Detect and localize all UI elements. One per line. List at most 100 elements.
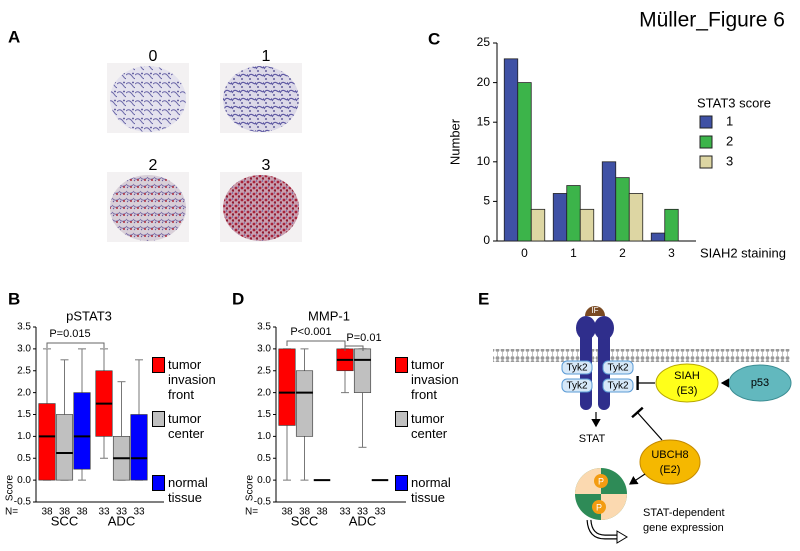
panel-a: 0 1 2 3	[107, 48, 302, 242]
legend-swatch	[395, 411, 408, 427]
phospho-label: P	[596, 502, 602, 512]
n-label: N=	[245, 507, 258, 518]
bracket	[46, 342, 105, 348]
y-tick-label: 20	[477, 75, 491, 89]
ligand-label: IF	[591, 306, 598, 315]
bar	[601, 161, 617, 242]
panel-label: E	[478, 289, 489, 308]
figure-title: Müller_Figure 6	[639, 9, 785, 32]
n-value: 38	[299, 507, 311, 518]
n-value: 38	[41, 507, 53, 518]
x-tick-label: ADC	[349, 513, 376, 528]
x-tick-label: 2	[619, 246, 626, 260]
n-label: N=	[5, 507, 18, 518]
kinase-label: Tyk2	[566, 363, 588, 374]
x-tick-label: 0	[521, 246, 528, 260]
y-tick-label: 3.5	[17, 322, 31, 333]
bracket	[344, 345, 364, 351]
phospho-label: P	[598, 476, 604, 486]
box	[38, 403, 56, 481]
y-tick-label: 1.5	[257, 409, 271, 420]
stat-part	[575, 468, 601, 494]
box	[295, 370, 314, 437]
n-value: 38	[59, 507, 71, 518]
siah-node	[655, 363, 719, 403]
kinase	[602, 378, 634, 393]
legend-swatch	[699, 135, 713, 149]
y-tick-label: 25	[477, 35, 491, 49]
kinase-label: Tyk2	[607, 381, 629, 392]
n-value: 38	[281, 507, 293, 518]
legend-label: tumor invasion front	[411, 357, 459, 402]
y-tick-label: 0.5	[257, 453, 271, 464]
n-value: 38	[316, 507, 328, 518]
legend-label: normal tissue	[168, 475, 208, 505]
bar	[566, 185, 581, 242]
n-value: 38	[76, 507, 88, 518]
receptor-head	[576, 316, 596, 340]
n-value: 33	[98, 507, 110, 518]
ligand	[585, 306, 605, 316]
y-tick-label: -0.5	[254, 497, 272, 508]
y-tick-label: 2.0	[17, 387, 31, 398]
bar	[650, 232, 666, 242]
legend-label: 1	[726, 113, 733, 128]
y-axis-label: Number	[447, 118, 462, 165]
legend-swatch	[699, 155, 713, 169]
kinase-label: Tyk2	[607, 363, 629, 374]
node-label: UBCH8	[651, 449, 688, 461]
kinase-label: Tyk2	[566, 381, 588, 392]
receptor-head	[594, 316, 614, 340]
node-label: SIAH	[674, 370, 700, 382]
y-tick-label: 2.0	[257, 387, 271, 398]
node-label: (E3)	[677, 385, 698, 397]
panel-label: A	[8, 27, 20, 46]
box	[278, 348, 296, 426]
x-axis-label: SIAH2 staining	[700, 245, 786, 260]
kinase	[561, 378, 593, 393]
y-tick-label: 10	[477, 154, 491, 168]
output-arrow-head	[616, 530, 628, 544]
y-axis-label: Score	[245, 475, 256, 502]
legend-label: tumor center	[411, 411, 448, 441]
legend-swatch	[152, 475, 165, 491]
output-arrow	[587, 519, 618, 539]
legend-label: normal tissue	[411, 475, 451, 505]
output-label: gene expression	[643, 522, 724, 534]
legend-swatch	[152, 411, 165, 427]
phospho	[594, 474, 608, 488]
box	[353, 348, 372, 393]
tissue-core	[110, 175, 186, 241]
y-tick-label: 0	[483, 233, 490, 247]
arrow	[629, 473, 646, 485]
n-value: 33	[339, 507, 351, 518]
y-tick-label: 1.5	[17, 409, 31, 420]
y-tick-label: 3.5	[257, 322, 271, 333]
n-value: 33	[374, 507, 386, 518]
annotation: P=0.01	[346, 332, 381, 344]
tissue-core	[110, 66, 186, 132]
bracket	[286, 340, 346, 346]
box	[55, 414, 74, 481]
x-tick-label: 1	[570, 246, 577, 260]
membrane	[493, 349, 790, 362]
inhibition	[631, 406, 663, 441]
kinase	[561, 360, 593, 375]
n-value: 33	[133, 507, 145, 518]
legend-swatch	[395, 475, 408, 491]
x-tick-label: SCC	[291, 513, 318, 528]
kinase	[602, 360, 634, 375]
annotation: P<0.001	[290, 326, 331, 338]
y-tick-label: 0.0	[17, 475, 31, 486]
legend-label: tumor center	[168, 411, 205, 441]
y-tick-label: -0.5	[14, 497, 32, 508]
image-label: 2	[149, 157, 158, 174]
bar	[615, 177, 630, 242]
panel-label: C	[428, 29, 440, 48]
y-tick-label: 5	[483, 194, 490, 208]
y-tick-label: 3.0	[257, 344, 271, 355]
y-tick-label: 2.5	[17, 365, 31, 376]
bar	[579, 208, 595, 242]
